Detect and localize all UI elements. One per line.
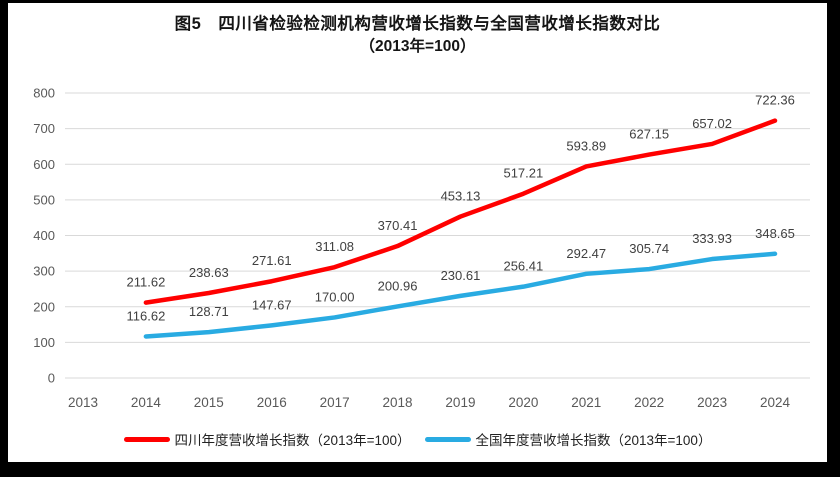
x-axis-tick-label: 2023 <box>697 395 727 410</box>
x-axis-tick-label: 2022 <box>634 395 664 410</box>
legend-item-sichuan: 四川年度营收增长指数（2013年=100） <box>123 429 411 449</box>
data-label: 348.65 <box>755 226 795 241</box>
y-axis-tick-label: 600 <box>33 157 55 172</box>
data-label: 256.41 <box>503 259 543 274</box>
data-label: 657.02 <box>692 116 732 131</box>
line-chart: 0 100 200 300 400 500 600 700 800 2013 2014 2015 201… <box>33 86 810 410</box>
chart-legend: 四川年度营收增长指数（2013年=100） 全国年度营收增长指数（2013年=1… <box>8 429 827 449</box>
data-label: 271.61 <box>252 253 292 268</box>
data-label: 238.63 <box>189 265 229 280</box>
x-axis-tick-label: 2013 <box>68 395 98 410</box>
data-label: 230.61 <box>441 268 481 283</box>
y-axis-tick-label: 300 <box>33 264 55 279</box>
data-label: 116.62 <box>127 308 166 323</box>
data-label: 453.13 <box>441 189 481 204</box>
series-line-1 <box>143 251 778 339</box>
y-axis-tick-label: 800 <box>33 86 55 101</box>
x-axis-tick-label: 2024 <box>760 395 791 410</box>
data-label: 627.15 <box>629 127 669 142</box>
x-axis-tick-label: 2014 <box>131 395 162 410</box>
data-label: 211.62 <box>127 275 166 290</box>
chart-subtitle: （2013年=100） <box>359 38 476 56</box>
x-axis-tick-label: 2018 <box>383 395 413 410</box>
data-label: 333.93 <box>692 231 732 246</box>
legend-label-national: 全国年度营收增长指数（2013年=100） <box>475 433 712 448</box>
x-axis-tick-label: 2021 <box>571 395 601 410</box>
x-axis-tick-label: 2015 <box>194 395 224 410</box>
y-axis-tick-label: 200 <box>33 299 55 314</box>
chart-title: 图5 四川省检验检测机构营收增长指数与全国营收增长指数对比 <box>174 15 661 33</box>
y-axis-tick-label: 100 <box>33 335 55 350</box>
x-axis-tick-label: 2016 <box>257 395 287 410</box>
data-label: 722.36 <box>755 93 795 108</box>
data-label: 147.67 <box>252 297 292 312</box>
legend-label-sichuan: 四川年度营收增长指数（2013年=100） <box>174 433 411 448</box>
y-axis-tick-label: 500 <box>33 192 55 207</box>
x-axis-tick-label: 2019 <box>445 395 475 410</box>
data-label: 170.00 <box>315 289 355 304</box>
y-axis-tick-label: 0 <box>48 371 55 386</box>
x-axis-tick-label: 2020 <box>508 395 538 410</box>
data-label: 593.89 <box>566 138 606 153</box>
legend-marker-national-icon <box>424 436 471 442</box>
data-label: 128.71 <box>189 304 229 319</box>
data-label: 370.41 <box>378 218 418 233</box>
chart-title-block: 图5 四川省检验检测机构营收增长指数与全国营收增长指数对比 （2013年=100… <box>8 13 827 58</box>
data-label: 200.96 <box>378 278 418 293</box>
y-axis-tick-label: 700 <box>33 121 55 136</box>
chart-canvas: 图5 四川省检验检测机构营收增长指数与全国营收增长指数对比 （2013年=100… <box>8 3 827 462</box>
data-label: 311.08 <box>315 239 354 254</box>
data-label: 305.74 <box>629 241 669 256</box>
y-axis-tick-label: 400 <box>33 228 55 243</box>
data-label: 517.21 <box>503 166 543 181</box>
x-axis-tick-label: 2017 <box>320 395 350 410</box>
data-label: 292.47 <box>566 246 606 261</box>
legend-marker-sichuan-icon <box>123 436 170 442</box>
legend-item-national: 全国年度营收增长指数（2013年=100） <box>424 429 712 449</box>
series-line-0 <box>143 118 778 305</box>
